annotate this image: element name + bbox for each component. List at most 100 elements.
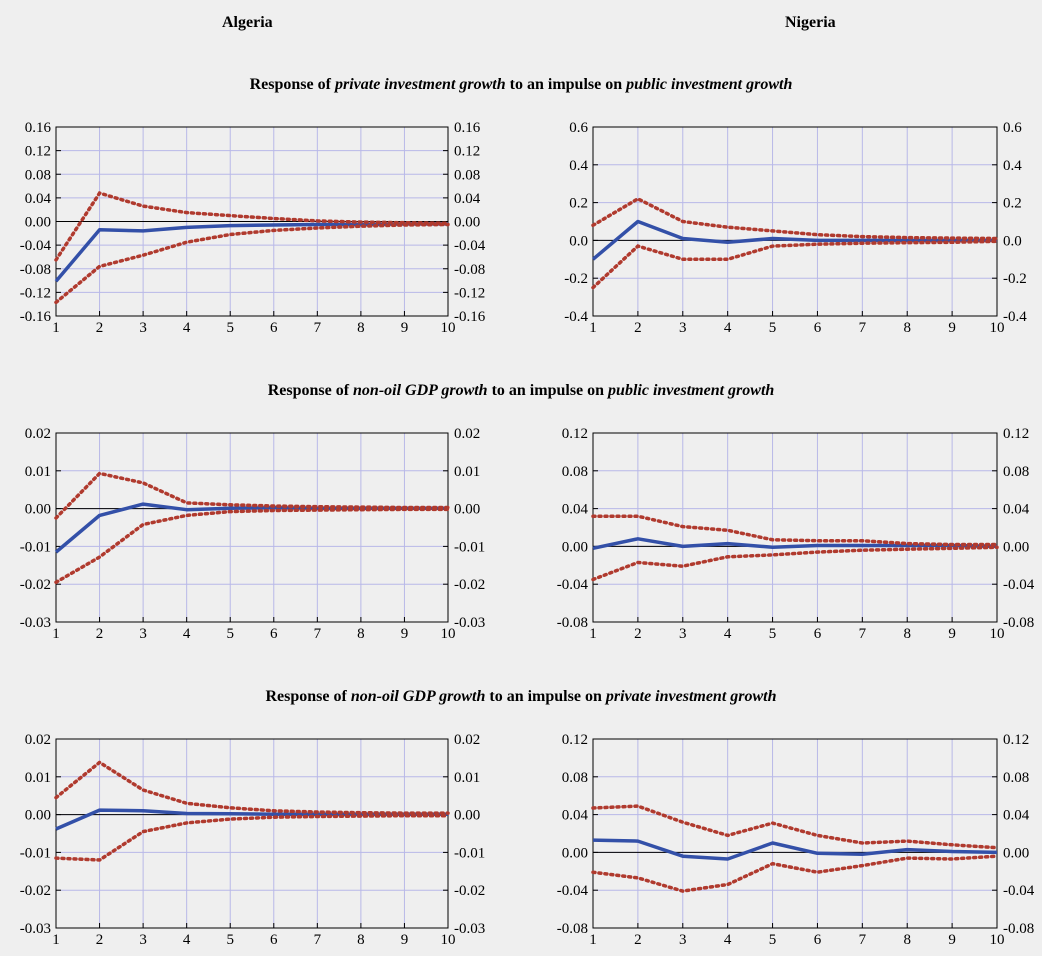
x-tick-label: 5 [769,626,777,642]
y-tick-label-left: -0.08 [557,615,588,631]
x-tick-label: 1 [52,320,60,336]
x-tick-label: 8 [357,320,365,336]
y-tick-label-right: -0.03 [454,921,485,937]
row-title-impulse-var: public investment growth [626,76,793,93]
confidence-band-lower [54,813,450,862]
y-tick-label-left: -0.08 [20,262,51,278]
row-title-mid: to an impulse on [505,76,627,93]
y-tick-label-left: 0.08 [25,167,51,183]
plot-frame [592,738,998,929]
y-tick-label-right: -0.08 [454,262,485,278]
y-tick-label-left: 0.00 [562,845,588,861]
x-tick-label: 4 [724,932,732,948]
y-tick-label-right: 0.4 [1003,158,1022,174]
x-tick-label: 9 [401,932,409,948]
y-tick-label-left: -0.04 [557,883,589,899]
x-tick-label: 10 [990,320,1005,336]
y-tick-label-left: -0.12 [20,285,51,301]
x-tick-label: 4 [724,320,732,336]
y-tick-label-left: -0.02 [20,577,51,593]
response-line [591,219,997,261]
y-tick-label-left: -0.16 [20,309,52,325]
confidence-band-lower [54,222,450,305]
y-tick-label-left: -0.03 [20,921,51,937]
y-tick-label-right: 0.01 [454,464,480,480]
response-line [592,537,998,551]
y-tick-label-left: 0.00 [25,808,51,824]
y-tick-label-right: -0.04 [1003,883,1035,899]
y-tick-label-left: 0.16 [25,120,52,136]
x-tick-label: 9 [401,626,409,642]
plot-frame [55,738,449,929]
x-tick-label: 6 [814,932,822,948]
x-tick-label: 6 [814,320,822,336]
x-tick-label: 10 [441,626,456,642]
chart-nigeria-2: 0.12 0.12 0.08 0.08 0.04 0.04 0.00 0.00 -0.04 -0.… [557,426,1035,642]
y-tick-label-right: 0.08 [454,167,480,183]
x-tick-label: 10 [441,932,456,948]
confidence-band-upper [591,196,999,241]
y-tick-label-right: 0.02 [454,732,480,748]
y-tick-label-left: -0.08 [557,921,588,937]
row-title-response-var: private investment growth [334,76,506,93]
row-title-prefix: Response of [267,382,354,399]
y-tick-label-right: 0.6 [1003,120,1022,136]
y-tick-label-left: -0.04 [557,577,589,593]
x-tick-label: 6 [270,932,278,948]
x-tick-label: 9 [948,320,956,336]
x-tick-label: 2 [634,932,642,948]
y-tick-label-right: 0.04 [1003,808,1030,824]
x-tick-label: 7 [314,626,322,642]
confidence-band-upper [54,191,450,262]
y-tick-label-right: -0.02 [454,883,485,899]
column-title-nigeria: Nigeria [785,14,836,31]
confidence-band-lower [591,854,999,893]
y-tick-label-left: 0.4 [569,158,588,174]
x-tick-label: 7 [314,932,322,948]
y-tick-label-right: 0.00 [1003,845,1029,861]
x-tick-label: 2 [634,320,642,336]
y-tick-label-left: -0.2 [564,271,588,287]
x-tick-label: 3 [679,320,687,336]
x-tick-label: 4 [183,932,191,948]
x-tick-label: 6 [270,320,278,336]
y-tick-label-right: 0.00 [454,215,480,231]
x-tick-label: 1 [589,320,597,336]
x-tick-label: 8 [903,626,911,642]
y-tick-label-right: 0.2 [1003,196,1022,212]
x-tick-label: 3 [139,626,147,642]
chart-algeria-1: 0.16 0.16 0.12 0.12 0.08 0.08 0.04 0.04 0.00 0.00… [20,120,486,336]
x-tick-label: 3 [679,626,687,642]
y-tick-label-right: -0.2 [1003,271,1027,287]
x-tick-label: 2 [96,626,104,642]
x-tick-label: 4 [183,626,191,642]
y-tick-label-left: -0.01 [20,845,51,861]
y-tick-label-right: 0.08 [1003,464,1029,480]
y-tick-label-left: 0.02 [25,426,51,442]
y-tick-label-right: -0.01 [454,845,485,861]
x-tick-label: 1 [52,626,60,642]
x-tick-label: 10 [441,320,456,336]
confidence-band-lower [591,545,999,582]
x-tick-label: 7 [859,626,867,642]
x-tick-label: 2 [96,320,104,336]
y-tick-label-left: 0.12 [562,732,588,748]
y-tick-label-left: -0.02 [20,883,51,899]
x-tick-label: 1 [589,932,597,948]
column-title-algeria: Algeria [222,14,273,31]
y-tick-label-right: -0.08 [1003,921,1034,937]
y-tick-label-right: 0.04 [1003,502,1030,518]
y-tick-label-left: 0.12 [25,144,51,160]
y-tick-label-left: 0.12 [562,426,588,442]
x-tick-label: 1 [52,932,60,948]
x-tick-label: 5 [226,320,234,336]
x-tick-label: 5 [226,932,234,948]
y-tick-label-left: 0.00 [25,502,51,518]
y-tick-label-left: 0.02 [25,732,51,748]
row-title-response-var: non-oil GDP growth [350,688,486,705]
x-tick-label: 9 [401,320,409,336]
y-tick-label-left: 0.0 [569,233,588,249]
y-tick-label-right: -0.04 [454,238,486,254]
y-tick-label-right: -0.04 [1003,577,1035,593]
confidence-band-lower [591,239,999,290]
